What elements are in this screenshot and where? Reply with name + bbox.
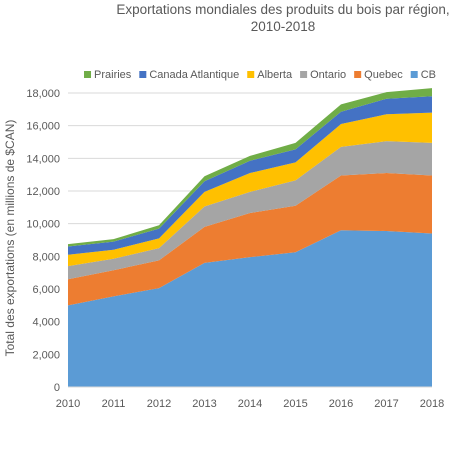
legend-label-cb: CB (421, 69, 436, 81)
legend-swatch-prairies (84, 71, 92, 78)
legend-label-canada-atlantique: Canada Atlantique (149, 69, 239, 81)
y-tick-label-8: 16,000 (26, 121, 60, 133)
x-tick-label-2013: 2013 (192, 398, 216, 410)
chart-title-line-2: 2010-2018 (251, 19, 316, 34)
y-tick-label-4: 8,000 (32, 251, 60, 263)
series-areas (68, 88, 432, 387)
axes: 0 2,000 4,000 6,000 8,000 10,000 12,000 14,000 1… (26, 88, 444, 410)
legend: Prairies Canada Atlantique Alberta Ontario Q… (84, 69, 436, 81)
y-tick-label-0: 0 (54, 382, 60, 394)
series-area-canada-atlantique (68, 96, 432, 255)
x-tick-label-2012: 2012 (147, 398, 171, 410)
x-tick-label-2014: 2014 (238, 398, 262, 410)
chart-title: Exportations mondiales des produits du b… (116, 2, 449, 34)
legend-label-prairies: Prairies (94, 69, 132, 81)
x-tick-label-2010: 2010 (56, 398, 80, 410)
y-tick-label-2: 4,000 (32, 317, 60, 329)
series-area-alberta (68, 112, 432, 267)
legend-swatch-canada-atlantique (139, 71, 147, 78)
series-area-quebec (68, 173, 432, 306)
x-tick-label-2011: 2011 (102, 398, 126, 410)
chart-title-line-1: Exportations mondiales des produits du b… (116, 2, 449, 17)
legend-swatch-ontario (300, 71, 308, 78)
legend-label-alberta: Alberta (257, 69, 293, 81)
legend-label-quebec: Quebec (364, 69, 403, 81)
x-tick-label-2016: 2016 (329, 398, 353, 410)
legend-swatch-cb (410, 71, 418, 78)
y-axis-title: Total des exportations (en millions de $… (3, 120, 17, 357)
x-tick-label-2015: 2015 (283, 398, 307, 410)
y-tick-label-9: 18,000 (26, 88, 60, 100)
x-tick-label-2017: 2017 (374, 398, 398, 410)
legend-swatch-quebec (354, 71, 362, 78)
legend-swatch-alberta (247, 71, 255, 78)
series-area-cb (68, 230, 432, 387)
y-tick-label-1: 2,000 (32, 349, 60, 361)
y-tick-label-3: 6,000 (32, 284, 60, 296)
legend-label-ontario: Ontario (310, 69, 346, 81)
x-tick-label-2018: 2018 (420, 398, 444, 410)
y-tick-label-5: 10,000 (26, 219, 60, 231)
series-area-ontario (68, 141, 432, 280)
y-tick-label-7: 14,000 (26, 153, 60, 165)
y-tick-label-6: 12,000 (26, 186, 60, 198)
